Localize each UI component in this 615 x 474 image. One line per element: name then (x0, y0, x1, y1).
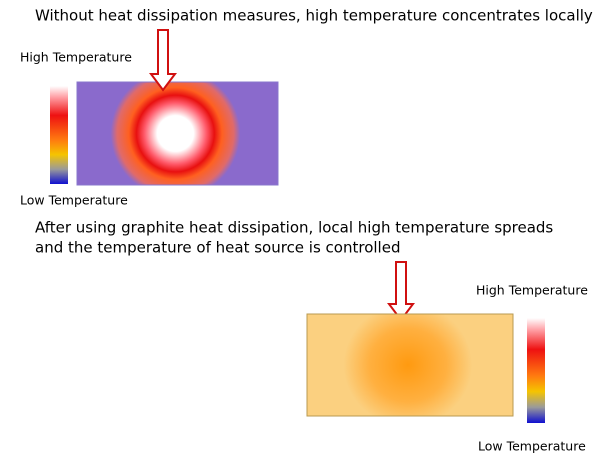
scale-high-label: High Temperature (20, 50, 132, 65)
scale-low-label: Low Temperature (20, 193, 128, 208)
top-caption: Without heat dissipation measures, high … (35, 7, 593, 25)
scale-low-label: Low Temperature (478, 439, 586, 454)
heat-map (76, 81, 279, 186)
bottom-caption: and the temperature of heat source is co… (35, 239, 400, 257)
heat-map (306, 313, 514, 417)
color-scale (50, 86, 68, 184)
color-scale (527, 318, 545, 423)
arrow (387, 261, 415, 322)
arrow (149, 29, 177, 92)
scale-high-label: High Temperature (476, 283, 588, 298)
bottom-caption: After using graphite heat dissipation, l… (35, 219, 553, 237)
